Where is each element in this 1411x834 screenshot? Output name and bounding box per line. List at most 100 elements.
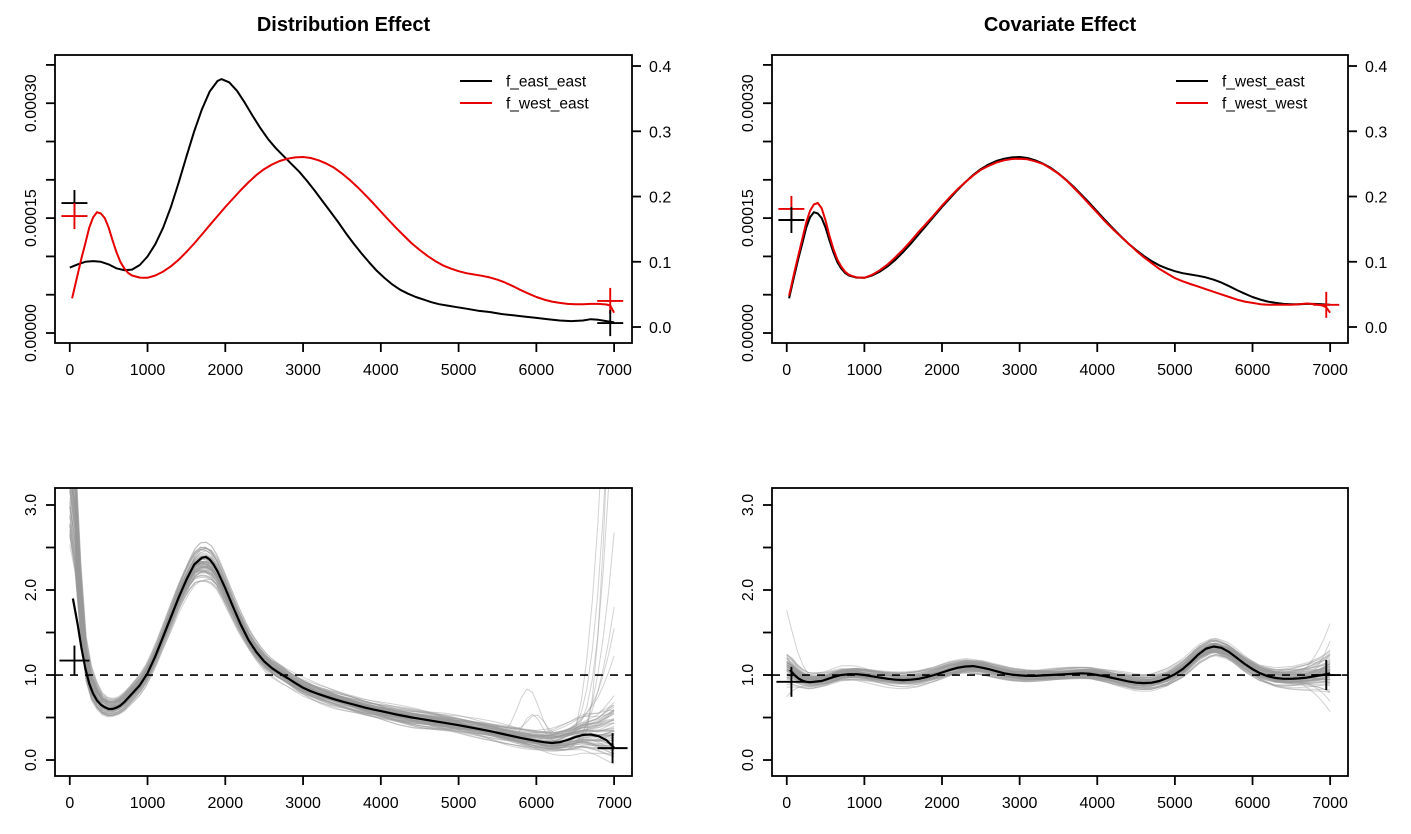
endpoint-cross-marker bbox=[776, 666, 807, 697]
endpoint-cross-marker bbox=[1311, 660, 1342, 691]
y-right-tick-label: 0.0 bbox=[1365, 320, 1387, 337]
series-f_east_east bbox=[69, 78, 615, 324]
bootstrap-line bbox=[786, 645, 1331, 681]
x-tick-label: 6000 bbox=[519, 795, 555, 812]
bootstrap-line bbox=[71, 488, 615, 745]
endpoint-cross-marker bbox=[778, 207, 805, 234]
y-right-tick-label: 0.3 bbox=[649, 124, 671, 141]
x-tick-label: 2000 bbox=[924, 795, 960, 812]
bootstrap-line bbox=[69, 506, 615, 745]
bootstrap-line bbox=[786, 643, 1331, 684]
bootstrap-line bbox=[69, 488, 601, 751]
axes-covariate-effect-ratio: 0 1000 2000 3000 4000 5000 6000 7000 0.0 1.0 2.0 3.… bbox=[740, 487, 1349, 812]
bootstrap-line bbox=[69, 522, 615, 750]
axes-covariate-effect-densities: 0 1000 2000 3000 4000 5000 6000 70000.000000.00… bbox=[740, 54, 1387, 379]
bootstrap-line bbox=[786, 654, 1331, 702]
panel-distribution-effect-ratio: 0 1000 2000 3000 4000 5000 6000 7000 0.0 1.0 2.0 3.… bbox=[23, 487, 633, 812]
bootstrap-line bbox=[786, 639, 1331, 682]
bootstrap-line bbox=[786, 623, 1331, 686]
x-tick-label: 6000 bbox=[1235, 795, 1271, 812]
bootstrap-line bbox=[69, 488, 615, 740]
legend-label: f_east_east bbox=[506, 74, 587, 91]
y-left-tick-label: 0.00015 bbox=[23, 189, 40, 247]
x-tick-label: 1000 bbox=[847, 795, 883, 812]
x-tick-label: 0 bbox=[782, 362, 791, 379]
y-right-tick-label: 0.3 bbox=[1365, 124, 1387, 141]
series-f_west_east bbox=[71, 156, 615, 314]
bootstrap-line bbox=[69, 515, 615, 757]
bootstrap-line bbox=[786, 642, 1331, 677]
bootstrap-line bbox=[75, 488, 615, 734]
bootstrap-line bbox=[69, 536, 615, 752]
bootstrap-line bbox=[786, 643, 1331, 685]
x-tick-label: 5000 bbox=[441, 362, 477, 379]
panel-title-covariate-effect: Covariate Effect bbox=[984, 14, 1137, 36]
y-right-tick-label: 0.4 bbox=[649, 59, 671, 76]
x-tick-label: 0 bbox=[782, 795, 791, 812]
x-tick-label: 2000 bbox=[208, 362, 244, 379]
x-tick-label: 5000 bbox=[1157, 362, 1193, 379]
bootstrap-line bbox=[72, 488, 615, 745]
bootstrap-line bbox=[69, 525, 615, 757]
axes-distribution-effect-ratio: 0 1000 2000 3000 4000 5000 6000 7000 0.0 1.0 2.0 3.… bbox=[23, 487, 633, 812]
series-ratio-mean bbox=[71, 555, 615, 749]
y-left-tick-label: 0.00000 bbox=[740, 304, 757, 362]
bootstrap-line bbox=[786, 649, 1331, 689]
bootstrap-line bbox=[74, 488, 615, 740]
x-tick-label: 7000 bbox=[596, 362, 632, 379]
bootstrap-line bbox=[69, 533, 615, 765]
legend-distribution-effect-densities: f_east_east f_west_east bbox=[460, 74, 589, 113]
bootstrap-line bbox=[786, 643, 1331, 682]
series-f_west_west bbox=[788, 157, 1331, 314]
plot-region-distribution-effect-densities bbox=[69, 78, 615, 324]
endpoint-cross-marker bbox=[61, 203, 88, 230]
endpoint-cross-marker bbox=[59, 645, 90, 676]
x-tick-label: 1000 bbox=[130, 795, 166, 812]
panel-covariate-effect-densities: 0 1000 2000 3000 4000 5000 6000 70000.000000.00… bbox=[740, 54, 1387, 379]
endpoint-cross-marker bbox=[597, 310, 624, 337]
x-tick-label: 2000 bbox=[924, 362, 960, 379]
x-tick-label: 5000 bbox=[441, 795, 477, 812]
bootstrap-line bbox=[75, 488, 615, 737]
series-ratio-mean bbox=[789, 645, 1331, 685]
bootstrap-line bbox=[74, 488, 615, 733]
bootstrap-line bbox=[69, 511, 615, 758]
panel-distribution-effect-densities: 0 1000 2000 3000 4000 5000 6000 70000.000000.00… bbox=[23, 54, 671, 379]
y-right-tick-label: 0.2 bbox=[649, 190, 671, 207]
x-tick-label: 4000 bbox=[363, 362, 399, 379]
bootstrap-line bbox=[69, 529, 615, 747]
plot-box bbox=[771, 54, 1349, 344]
panel-covariate-effect-ratio: 0 1000 2000 3000 4000 5000 6000 7000 0.0 1.0 2.0 3.… bbox=[740, 487, 1349, 812]
x-tick-label: 3000 bbox=[1002, 795, 1038, 812]
x-tick-label: 7000 bbox=[1312, 795, 1348, 812]
bootstrap-line bbox=[71, 488, 615, 744]
panel-title-distribution-effect: Distribution Effect bbox=[257, 14, 431, 36]
bootstrap-line bbox=[73, 488, 615, 739]
y-left-tick-label: 3.0 bbox=[23, 494, 40, 516]
bootstrap-line bbox=[75, 488, 615, 737]
bootstrap-line bbox=[786, 646, 1331, 679]
bootstrap-line bbox=[786, 643, 1331, 685]
series-f_west_east bbox=[788, 156, 1331, 306]
x-tick-label: 4000 bbox=[363, 795, 399, 812]
x-tick-label: 4000 bbox=[1079, 795, 1115, 812]
x-tick-label: 3000 bbox=[285, 795, 321, 812]
bootstrap-line bbox=[74, 488, 610, 735]
bootstrap-line bbox=[75, 488, 615, 737]
y-left-tick-label: 0.0 bbox=[23, 749, 40, 771]
bootstrap-line bbox=[71, 488, 615, 740]
bootstrap-line bbox=[69, 500, 615, 748]
bootstrap-line bbox=[74, 488, 615, 734]
bootstrap-line bbox=[786, 651, 1331, 691]
bootstrap-line bbox=[72, 488, 615, 734]
x-tick-label: 5000 bbox=[1157, 795, 1193, 812]
bootstrap-line bbox=[786, 649, 1331, 686]
x-tick-label: 2000 bbox=[208, 795, 244, 812]
x-tick-label: 0 bbox=[65, 362, 74, 379]
x-tick-label: 4000 bbox=[1079, 362, 1115, 379]
bootstrap-line bbox=[72, 488, 615, 738]
endpoint-cross-marker bbox=[1313, 291, 1340, 318]
bootstrap-line bbox=[786, 655, 1331, 693]
y-left-tick-label: 3.0 bbox=[740, 494, 757, 516]
